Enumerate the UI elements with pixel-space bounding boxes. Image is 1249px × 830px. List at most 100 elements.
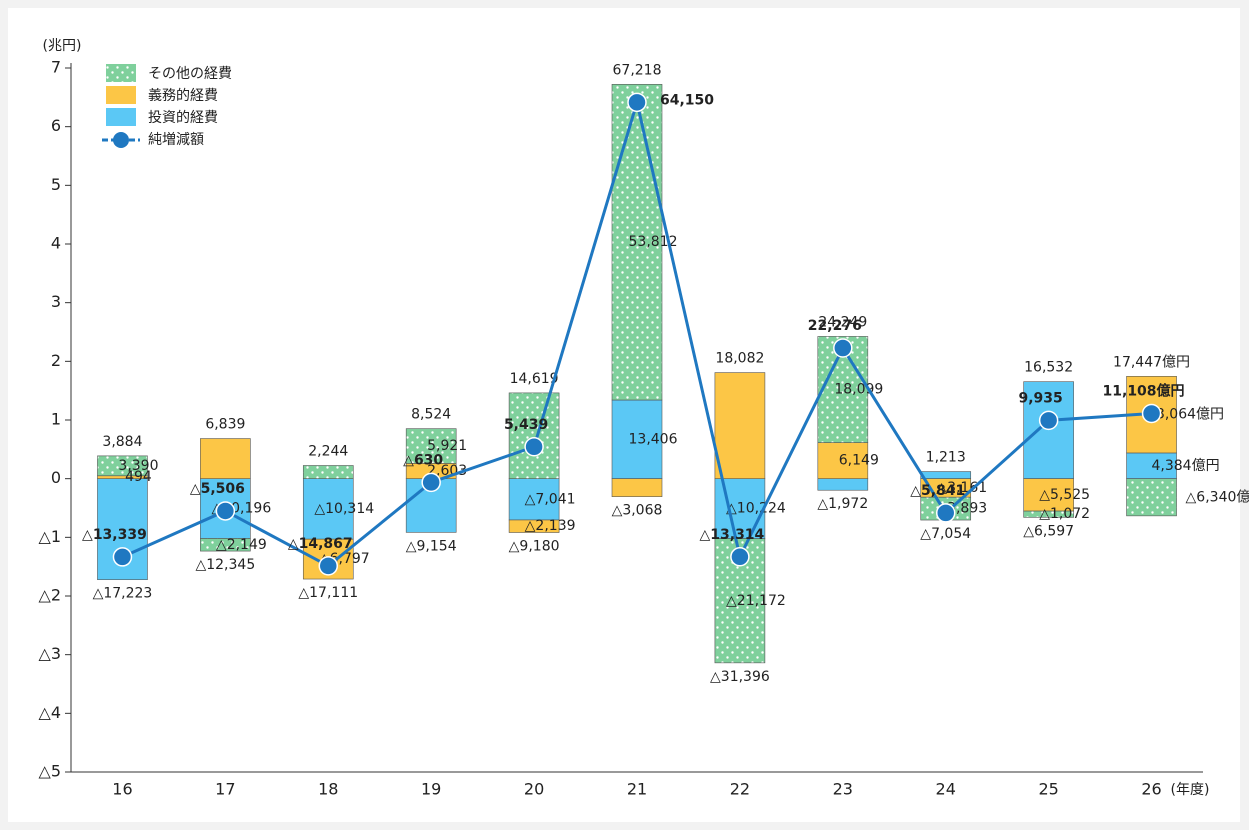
segment-label: △10,224 — [726, 501, 786, 517]
bar-segment — [508, 519, 560, 533]
y-tick-label: 7 — [51, 58, 61, 77]
total-label: 3,884 — [102, 434, 142, 450]
total-label: △17,223 — [93, 586, 153, 602]
bar-segment — [611, 478, 663, 497]
legend-swatch — [106, 108, 136, 126]
x-axis-label: (年度) — [1171, 782, 1210, 798]
total-label: 6,839 — [205, 417, 245, 433]
bar-segment — [1126, 478, 1177, 517]
y-tick-label: △2 — [39, 586, 61, 605]
segment-label: △21,172 — [726, 593, 786, 609]
bar-segment — [817, 478, 869, 491]
y-tick-label: △3 — [39, 644, 61, 663]
segment-label: 494 — [125, 469, 152, 485]
total-label: 17,447億円 — [1113, 354, 1190, 370]
legend-label: 義務的経費 — [148, 87, 218, 104]
x-tick-label: 16 — [112, 780, 132, 799]
total-label: 14,619 — [510, 371, 559, 387]
segment-label: △2,149 — [216, 537, 267, 553]
net-label: 64,150 — [660, 92, 714, 108]
x-tick-label: 18 — [318, 780, 338, 799]
y-axis-label: (兆円) — [43, 38, 82, 54]
segment-label: 5,921 — [427, 438, 467, 454]
net-point — [935, 503, 956, 523]
net-point — [524, 437, 544, 457]
legend-marker — [113, 132, 129, 148]
total-label: △31,396 — [710, 669, 770, 685]
net-point — [421, 472, 441, 493]
total-label: 1,213 — [926, 450, 966, 466]
total-label: 67,218 — [613, 62, 662, 78]
total-label: 18,082 — [715, 351, 764, 367]
net-label: 22,276 — [808, 318, 862, 334]
total-label: 8,524 — [411, 407, 451, 423]
total-label: △1,972 — [817, 496, 868, 512]
y-tick-label: 1 — [51, 410, 61, 429]
segment-label: 53,812 — [629, 234, 678, 250]
y-tick-label: △4 — [39, 703, 61, 722]
legend-label: 純増減額 — [148, 131, 204, 148]
y-tick-label: 4 — [51, 234, 61, 253]
x-tick-label: 21 — [627, 780, 647, 799]
segment-label: △7,041 — [525, 491, 576, 507]
bar-segment — [302, 478, 354, 540]
net-point — [1038, 410, 1059, 431]
bar-segment — [817, 442, 869, 479]
total-label: △7,054 — [920, 526, 971, 542]
net-point — [318, 556, 339, 576]
segment-label: △6,340億円 — [1186, 489, 1249, 505]
segment-label: △2,139 — [525, 518, 576, 534]
bar-segment — [200, 538, 251, 552]
bar-segment — [508, 478, 560, 521]
net-label: △13,314 — [700, 527, 765, 543]
net-label: 5,439 — [504, 417, 548, 433]
net-label: 11,108億円 — [1103, 382, 1185, 399]
x-tick-label: 24 — [936, 780, 956, 799]
total-label: △6,597 — [1023, 523, 1074, 539]
segment-label: △5,525 — [1039, 487, 1090, 503]
segment-label: △10,314 — [314, 501, 374, 517]
segment-label: △1,072 — [1039, 506, 1090, 522]
total-label: △3,068 — [612, 503, 663, 519]
segment-label: 18,099 — [834, 382, 883, 398]
segment-label: 13,406 — [629, 431, 678, 447]
bar-segment — [611, 399, 663, 479]
bar-segment — [508, 392, 560, 479]
net-point — [730, 547, 750, 567]
total-label: △9,154 — [406, 538, 457, 554]
segment-label: 4,384億円 — [1151, 458, 1219, 474]
bar-segment — [920, 471, 972, 479]
net-point — [1141, 403, 1162, 424]
y-tick-label: 3 — [51, 292, 61, 311]
x-tick-label: 19 — [421, 780, 441, 799]
bar-segment — [1126, 452, 1177, 479]
total-label: △9,180 — [509, 539, 560, 555]
bar-segment — [97, 455, 148, 477]
bar-segment — [1023, 478, 1074, 512]
net-label: △630 — [403, 452, 443, 468]
total-label: △12,345 — [195, 557, 255, 573]
net-label: △5,506 — [190, 481, 245, 497]
x-tick-label: 22 — [730, 780, 750, 799]
x-tick-label: 26 — [1141, 780, 1161, 799]
segment-label: 6,149 — [839, 453, 879, 469]
total-label: 24,249 — [818, 314, 867, 330]
legend-label: 投資的経費 — [148, 110, 218, 126]
bar-segment — [405, 428, 457, 464]
y-tick-label: △5 — [39, 762, 61, 781]
bar-segment — [714, 372, 766, 479]
legend-label: その他の経費 — [148, 66, 232, 82]
legend-swatch — [106, 64, 136, 82]
total-label: △17,111 — [298, 585, 358, 601]
legend-swatch — [106, 86, 136, 104]
net-point — [215, 501, 236, 521]
net-point — [112, 547, 133, 567]
x-tick-label: 20 — [524, 780, 544, 799]
y-tick-label: △1 — [39, 527, 61, 546]
net-label: △13,339 — [82, 527, 147, 543]
net-point — [833, 338, 853, 358]
bar-segment — [200, 438, 251, 479]
y-tick-label: 6 — [51, 116, 61, 135]
net-label: △14,867 — [288, 536, 353, 552]
